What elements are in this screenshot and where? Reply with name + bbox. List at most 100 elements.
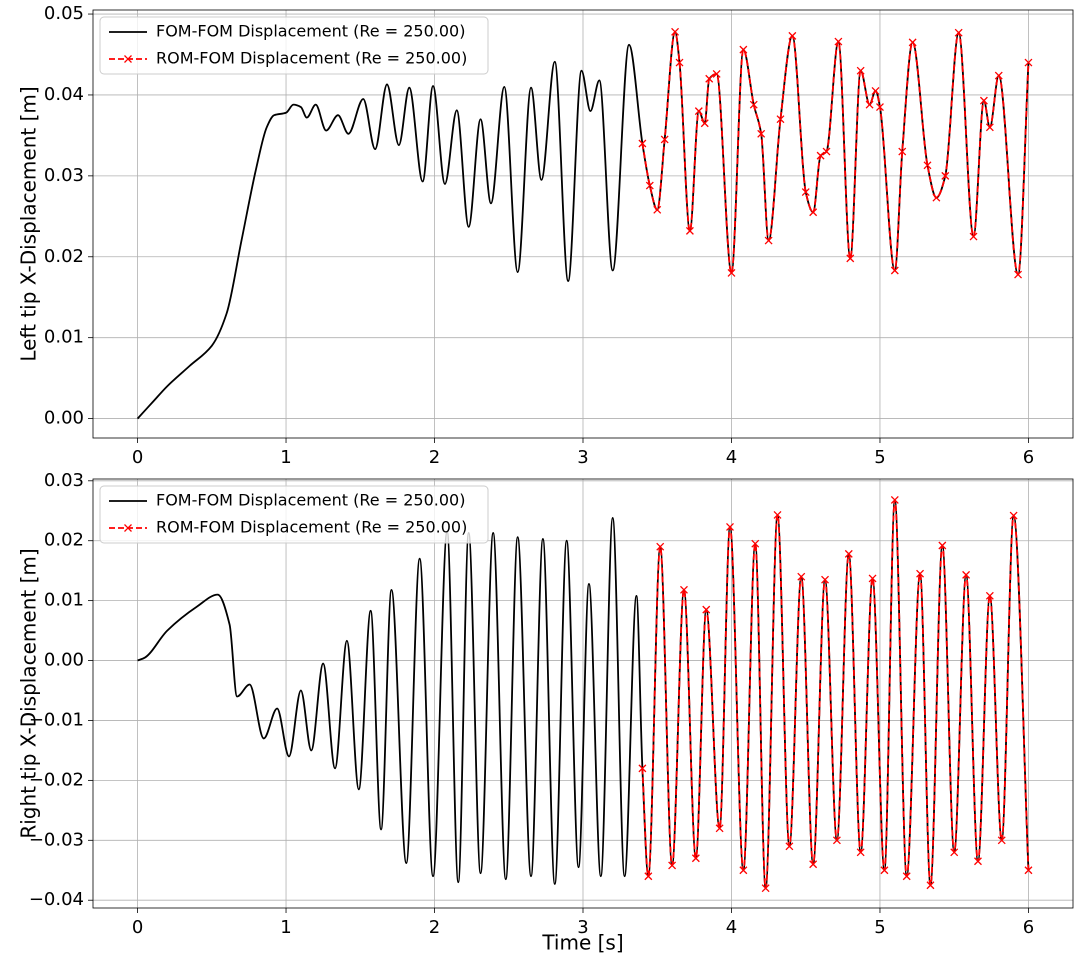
legend-label: ROM-FOM Displacement (Re = 250.00) (156, 49, 467, 68)
data-marker (712, 69, 721, 78)
data-marker (856, 66, 865, 75)
x-tick-label: 6 (1023, 447, 1034, 468)
y-tick-label: −0.01 (29, 709, 84, 730)
x-tick-label: 6 (1023, 917, 1034, 938)
data-marker (749, 100, 758, 109)
data-marker (941, 171, 950, 180)
y-tick-label: 0.02 (44, 530, 84, 551)
legend-marker (124, 524, 132, 532)
data-marker (834, 37, 843, 46)
data-line (641, 30, 1030, 276)
legend-marker (124, 55, 132, 63)
data-marker (994, 71, 1003, 80)
y-tick-label: 0.05 (44, 3, 84, 24)
data-marker (705, 74, 714, 83)
x-tick-label: 5 (874, 917, 885, 938)
y-tick-label: 0.01 (44, 590, 84, 611)
data-marker (821, 575, 829, 584)
y-tick-label: 0.03 (44, 470, 84, 491)
x-tick-label: 5 (874, 447, 885, 468)
data-marker (773, 510, 782, 519)
data-marker (715, 824, 724, 833)
y-tick-label: −0.02 (29, 769, 84, 790)
data-marker (653, 205, 662, 214)
data-marker (1009, 511, 1018, 520)
data-marker (809, 208, 818, 217)
data-marker (675, 58, 684, 67)
x-tick-label: 4 (726, 917, 737, 938)
y-tick-label: −0.03 (29, 829, 84, 850)
y-tick-label: 0.00 (44, 650, 84, 671)
data-marker (822, 147, 831, 156)
y-tick-label: 0.02 (44, 246, 84, 267)
data-marker (997, 836, 1006, 845)
y-axis-label: Right tip X-Displacement [m] (17, 548, 41, 838)
legend-label: FOM-FOM Displacement (Re = 250.00) (156, 22, 465, 41)
series (638, 27, 1033, 279)
data-marker (809, 860, 818, 869)
data-marker (726, 522, 734, 531)
data-marker (638, 764, 647, 773)
data-marker (950, 848, 959, 857)
x-tick-label: 0 (132, 917, 143, 938)
x-tick-label: 3 (577, 917, 588, 938)
data-marker (932, 193, 941, 202)
data-marker (1024, 866, 1033, 875)
data-line (641, 499, 1030, 890)
data-marker (969, 232, 978, 241)
legend: FOM-FOM Displacement (Re = 250.00) ROM-FO… (99, 485, 489, 544)
data-marker (751, 539, 760, 548)
data-marker (876, 103, 884, 112)
y-tick-label: 0.04 (44, 84, 84, 105)
x-tick-label: 3 (577, 447, 588, 468)
data-marker (832, 836, 841, 845)
x-tick-label: 2 (429, 447, 440, 468)
legend-box (99, 485, 489, 544)
data-marker (880, 866, 889, 875)
x-tick-label: 1 (280, 447, 291, 468)
data-marker (801, 188, 810, 197)
x-tick-label: 0 (132, 447, 143, 468)
data-marker (691, 854, 700, 863)
data-marker (865, 100, 874, 109)
data-marker (644, 872, 653, 881)
data-marker (923, 161, 932, 170)
y-tick-label: 0.01 (44, 327, 84, 348)
data-marker (797, 572, 806, 581)
data-marker (985, 591, 994, 600)
data-marker (694, 107, 703, 116)
y-tick-label: −0.04 (29, 889, 84, 910)
data-marker (926, 881, 935, 890)
data-marker (656, 542, 665, 551)
y-tick-label: 0.03 (44, 165, 84, 186)
data-marker (680, 585, 688, 594)
data-marker (979, 96, 988, 105)
legend: FOM-FOM Displacement (Re = 250.00) ROM-FO… (99, 16, 489, 75)
data-marker (739, 866, 748, 875)
data-marker (856, 848, 865, 857)
data-marker (660, 135, 669, 144)
data-marker (785, 842, 794, 851)
legend-label: ROM-FOM Displacement (Re = 250.00) (156, 518, 467, 537)
data-marker (1014, 270, 1023, 279)
data-marker (668, 861, 677, 870)
data-marker (974, 857, 982, 866)
y-axis-label: Left tip X-Displacement [m] (17, 86, 41, 361)
data-marker (844, 549, 853, 558)
data-marker (962, 570, 971, 579)
data-marker (645, 181, 654, 190)
data-marker (816, 151, 825, 160)
data-marker (890, 266, 899, 275)
data-marker (908, 38, 917, 47)
x-axis-label: Time [s] (541, 931, 623, 955)
data-marker (868, 574, 877, 583)
data-marker (685, 226, 694, 235)
legend-box (99, 16, 489, 75)
x-tick-label: 1 (280, 917, 291, 938)
series (638, 496, 1033, 893)
x-tick-label: 4 (726, 447, 737, 468)
data-marker (727, 268, 736, 277)
data-marker (702, 605, 711, 614)
